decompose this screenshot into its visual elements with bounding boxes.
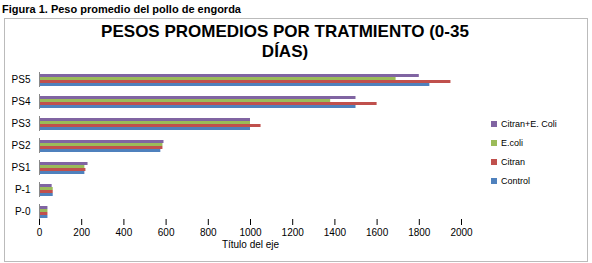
svg-text:PS1: PS1 bbox=[12, 162, 31, 173]
svg-text:PS4: PS4 bbox=[12, 96, 31, 107]
svg-text:0: 0 bbox=[37, 227, 43, 238]
html-text:Control: Control bbox=[501, 176, 530, 186]
svg-text:P-1: P-1 bbox=[15, 184, 31, 195]
svg-text:PS3: PS3 bbox=[12, 118, 31, 129]
html-text:Citran+E. Coli: Citran+E. Coli bbox=[501, 119, 557, 129]
svg-text:200: 200 bbox=[73, 227, 90, 238]
svg-text:1400: 1400 bbox=[324, 227, 347, 238]
svg-text:P-0: P-0 bbox=[15, 206, 31, 217]
svg-text:Título del eje: Título del eje bbox=[222, 239, 280, 250]
svg-text:2000: 2000 bbox=[450, 227, 473, 238]
svg-text:PS5: PS5 bbox=[12, 74, 31, 85]
svg-text:1800: 1800 bbox=[408, 227, 431, 238]
svg-text:PS2: PS2 bbox=[12, 140, 31, 151]
svg-text:1200: 1200 bbox=[282, 227, 305, 238]
html-text:E.coli: E.coli bbox=[501, 138, 523, 148]
svg-text:1000: 1000 bbox=[239, 227, 262, 238]
html-text:Citran: Citran bbox=[501, 157, 525, 167]
svg-text:400: 400 bbox=[116, 227, 133, 238]
svg-text:800: 800 bbox=[200, 227, 217, 238]
html-text:Figura 1. Peso promedio del po: Figura 1. Peso promedio del pollo de eng… bbox=[2, 3, 241, 15]
svg-text:600: 600 bbox=[158, 227, 175, 238]
html-text:PESOS PROMEDIOS POR TRATMIENTO: PESOS PROMEDIOS POR TRATMIENTO (0-35 DÍA… bbox=[101, 22, 469, 61]
svg-text:1600: 1600 bbox=[366, 227, 389, 238]
